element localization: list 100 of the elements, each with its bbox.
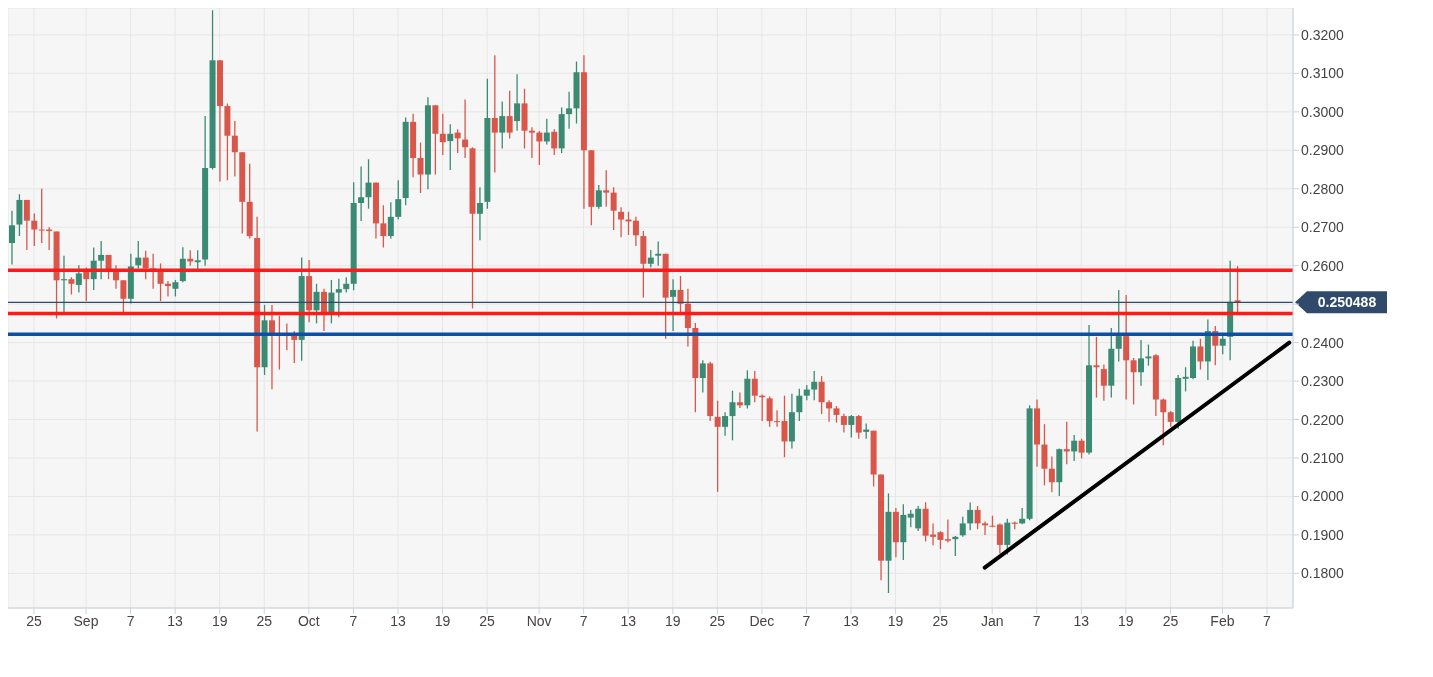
x-tick-label: 13 xyxy=(620,612,637,629)
x-tick-label: Dec xyxy=(749,612,775,629)
x-tick-label: 19 xyxy=(664,612,681,629)
candlestick xyxy=(811,370,818,401)
y-tick-label: 0.2100 xyxy=(1301,449,1345,466)
y-tick-label: 0.2400 xyxy=(1301,334,1345,351)
candlestick xyxy=(320,288,327,332)
x-tick-label: 13 xyxy=(1073,612,1090,629)
candlestick xyxy=(1130,357,1137,406)
candlestick xyxy=(395,179,402,221)
candlestick xyxy=(1071,434,1078,462)
candlestick xyxy=(120,279,127,314)
x-tick-label: Jan xyxy=(980,612,1004,629)
y-tick-label: 0.2900 xyxy=(1301,142,1345,159)
y-tick-label: 0.2300 xyxy=(1301,373,1345,390)
candlestick xyxy=(974,505,981,530)
candlestick xyxy=(476,186,483,241)
candlestick xyxy=(387,201,394,240)
candlestick xyxy=(1100,363,1107,402)
candlestick xyxy=(632,216,639,247)
candlestick xyxy=(499,100,506,150)
candlestick xyxy=(1078,438,1085,460)
y-tick-label: 0.3100 xyxy=(1301,65,1345,82)
x-tick-label: Feb xyxy=(1210,612,1235,629)
candlestick xyxy=(439,113,446,156)
x-tick-label: 25 xyxy=(26,612,42,629)
candlestick xyxy=(729,390,736,441)
x-tick-label: 13 xyxy=(390,612,406,629)
x-tick-label: 7 xyxy=(1263,612,1272,629)
x-tick-label: 7 xyxy=(802,612,811,629)
candlestick xyxy=(31,212,38,247)
candlestick xyxy=(462,98,469,159)
candlestick xyxy=(766,395,773,428)
candlestick xyxy=(982,520,989,536)
x-tick-label: 25 xyxy=(256,612,273,629)
x-tick-label: 19 xyxy=(434,612,451,629)
candlestick xyxy=(714,400,721,493)
candlestick xyxy=(855,414,862,440)
candlestick xyxy=(536,130,543,166)
x-tick-label: 25 xyxy=(1162,612,1179,629)
candlestick xyxy=(670,278,677,332)
y-tick-label: 0.1800 xyxy=(1301,565,1345,582)
candlestick xyxy=(944,518,951,544)
candlestick xyxy=(328,279,335,325)
candlestick xyxy=(365,158,372,210)
y-tick-label: 0.3200 xyxy=(1301,26,1345,43)
candlestick xyxy=(826,399,833,423)
y-tick-label: 0.2800 xyxy=(1301,180,1345,197)
candlestick xyxy=(528,126,535,159)
x-tick-label: 13 xyxy=(167,612,184,629)
x-tick-label: 13 xyxy=(843,612,860,629)
candlestick xyxy=(75,264,82,294)
candlestick xyxy=(796,388,803,422)
x-tick-label: 7 xyxy=(579,612,588,629)
candlestick xyxy=(1004,518,1011,556)
x-tick-label: 19 xyxy=(211,612,228,629)
candlestick xyxy=(23,199,30,251)
candlestick xyxy=(840,413,847,434)
candlestick xyxy=(358,165,365,222)
candlestick xyxy=(1048,455,1055,493)
candlestick xyxy=(291,330,298,364)
candlestick xyxy=(447,123,454,171)
candlestick xyxy=(959,516,966,538)
x-tick-label: 7 xyxy=(1032,612,1041,629)
candlestick xyxy=(1219,334,1226,355)
candlestick xyxy=(996,522,1003,555)
x-tick-label: 25 xyxy=(932,612,949,629)
candlestick xyxy=(313,283,320,325)
candlestick xyxy=(699,359,706,394)
candlestick xyxy=(1145,343,1152,367)
candlestick xyxy=(506,90,513,140)
candlestick xyxy=(736,391,743,409)
candlestick xyxy=(655,240,662,267)
candlestick xyxy=(551,128,558,156)
candlestick xyxy=(98,240,105,280)
candlestick xyxy=(848,414,855,439)
ref-line-label: 0.250488 xyxy=(1317,294,1377,311)
candlestick xyxy=(135,240,142,270)
candlestick xyxy=(967,501,974,531)
x-tick-label: Oct xyxy=(297,612,320,629)
candlestick xyxy=(818,375,825,415)
candlestick xyxy=(1234,265,1241,315)
candlestick xyxy=(194,249,201,271)
candlestick xyxy=(610,186,617,231)
candlestick xyxy=(1115,289,1122,363)
candlestick xyxy=(1197,338,1204,371)
candlestick xyxy=(417,141,424,194)
candlestick xyxy=(1160,397,1167,446)
y-tick-label: 0.2700 xyxy=(1301,219,1345,236)
candlestick xyxy=(1093,336,1100,399)
y-tick-label: 0.3000 xyxy=(1301,103,1345,120)
x-tick-label: 7 xyxy=(349,612,358,629)
candlestick xyxy=(595,184,602,210)
x-tick-label: Nov xyxy=(526,612,552,629)
candlestick xyxy=(335,278,342,318)
x-tick-label: 25 xyxy=(709,612,726,629)
x-tick-label: 7 xyxy=(126,612,135,629)
x-tick-label: 19 xyxy=(887,612,904,629)
candlestick xyxy=(618,206,625,238)
y-tick-label: 0.2600 xyxy=(1301,257,1345,274)
